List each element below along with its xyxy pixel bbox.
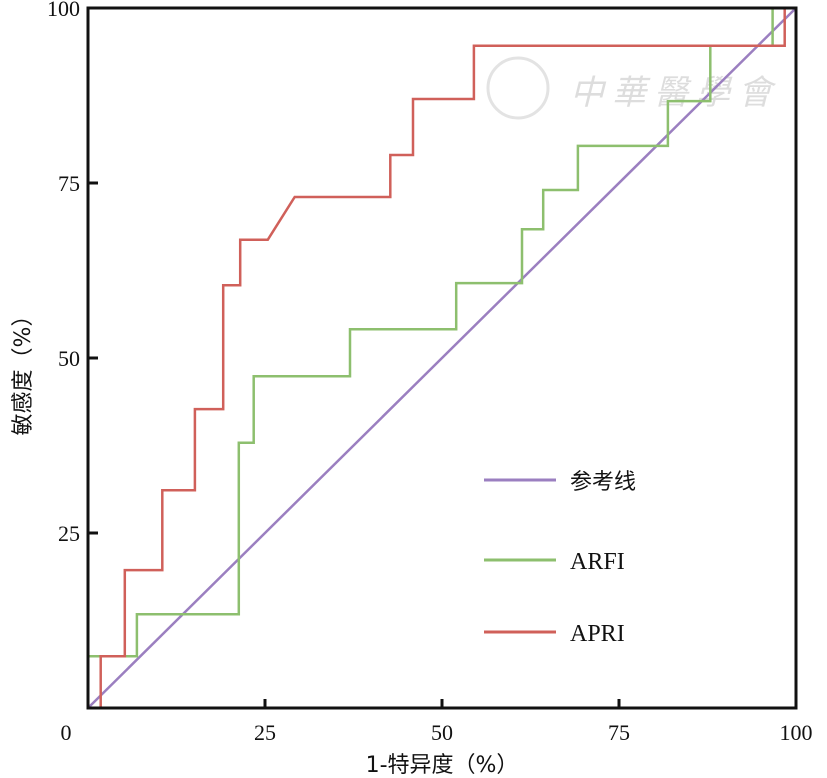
legend: 参考线 ARFI APRI: [484, 470, 636, 647]
series-line-APRI: [99, 6, 796, 708]
y-tick-label: 25: [58, 521, 80, 546]
legend-label: 参考线: [570, 470, 636, 495]
y-tick-label: 50: [58, 346, 80, 371]
origin-label: 0: [61, 720, 72, 745]
x-tick-label: 25: [254, 720, 276, 745]
legend-label: ARFI: [570, 549, 625, 575]
x-axis-title: 1-特异度（%）: [366, 753, 519, 778]
watermark-seal-icon: [486, 56, 550, 120]
x-tick-label: 50: [431, 720, 453, 745]
watermark-text: 中華醫學會: [570, 73, 780, 113]
y-axis-title: 敏感度（%）: [11, 305, 36, 436]
series-line-参考线: [87, 7, 797, 709]
y-tick-label: 100: [47, 0, 80, 21]
watermark-logo: 中華醫學會: [486, 56, 780, 120]
series-line-ARFI: [88, 6, 796, 658]
x-tick-label: 100: [780, 720, 813, 745]
legend-label: APRI: [570, 621, 625, 647]
x-tick-label: 75: [608, 720, 630, 745]
y-tick-label: 75: [58, 171, 80, 196]
